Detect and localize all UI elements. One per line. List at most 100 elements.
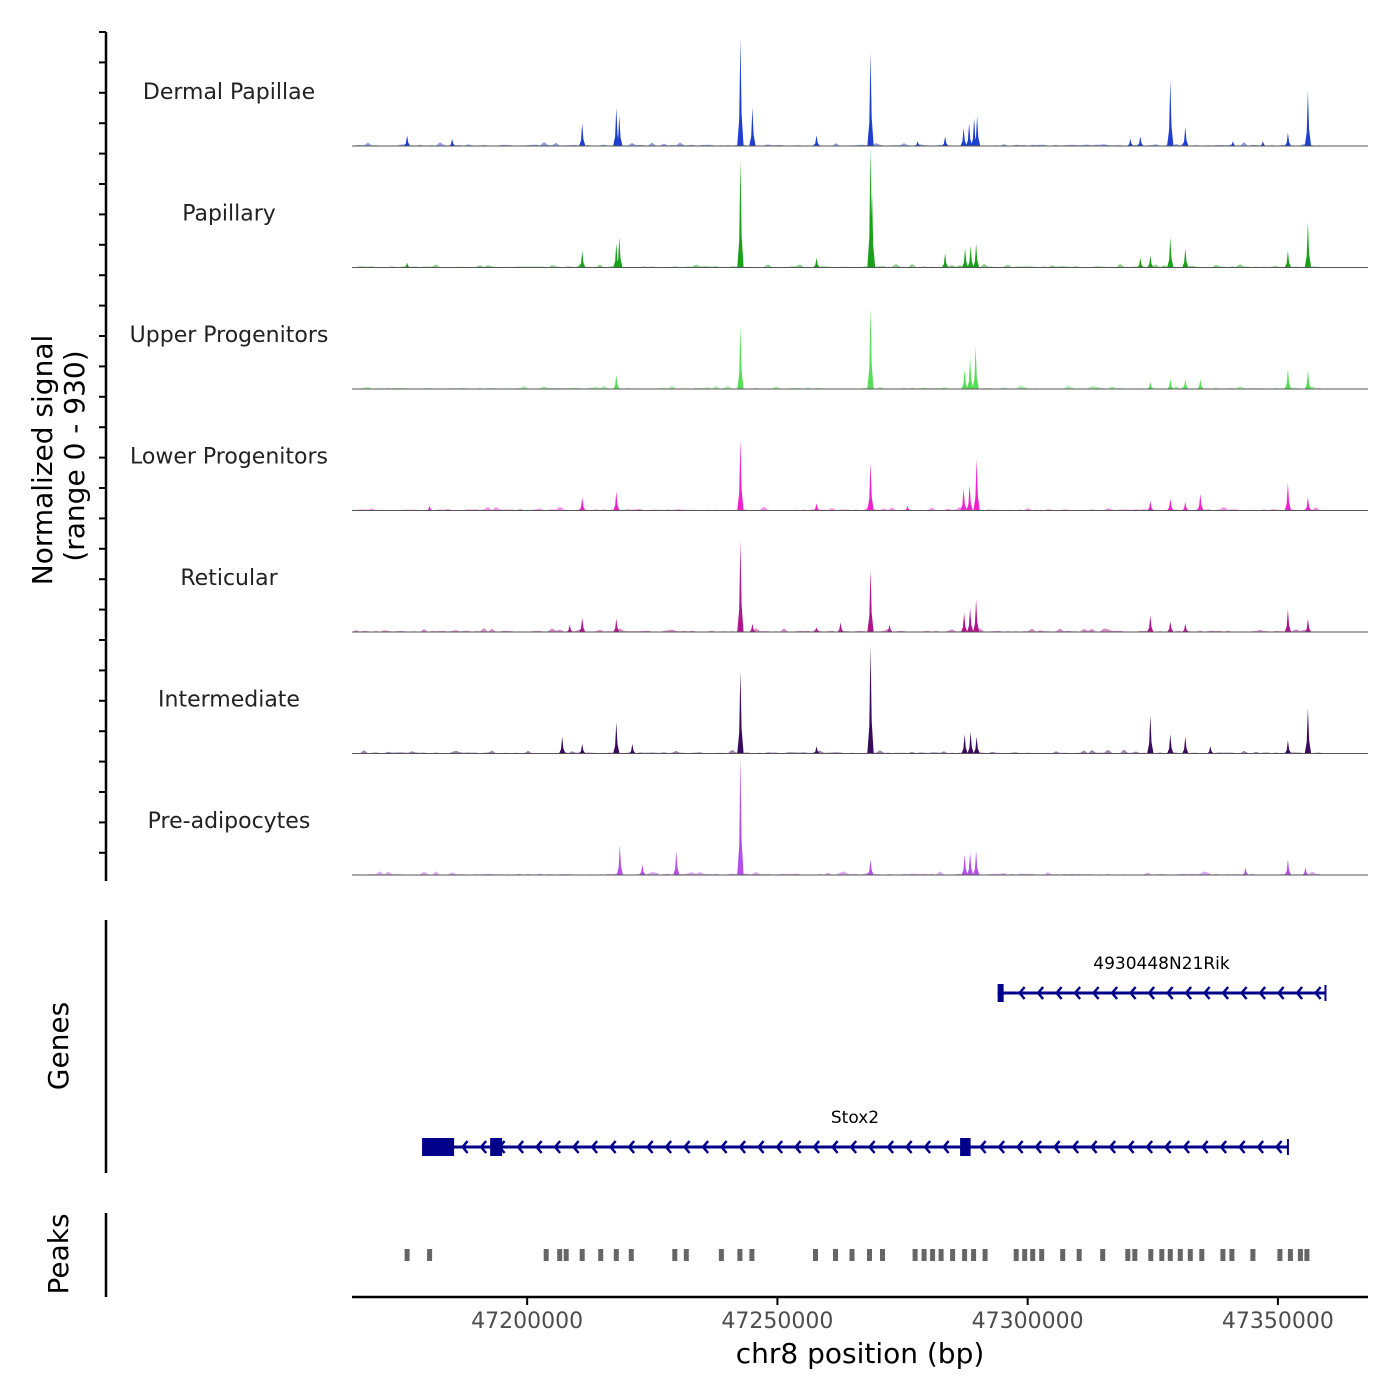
strand-arrow [812, 1140, 821, 1154]
track-label: Intermediate [158, 688, 300, 713]
strand-arrow [941, 1140, 950, 1154]
coverage-peak [1304, 369, 1312, 389]
coverage-peak [1167, 498, 1174, 511]
strand-arrow [1147, 986, 1156, 1000]
coverage-noise [352, 385, 1322, 389]
strand-arrow [1182, 1140, 1191, 1154]
coverage-peak [813, 257, 820, 268]
coverage-peak [867, 569, 874, 632]
strand-arrow [830, 1140, 839, 1154]
coverage-peak [1304, 618, 1312, 632]
coverage-track: Pre-adipocytes [148, 757, 1368, 876]
y-axis-range-label: (range 0 - 930) [58, 350, 91, 561]
coverage-peak [1182, 379, 1189, 389]
strand-arrow [867, 1140, 876, 1154]
coverage-peak [613, 107, 620, 146]
peak-region [613, 1249, 619, 1261]
peak-region [849, 1249, 855, 1261]
coverage-peak [1127, 138, 1134, 146]
strand-arrow [1108, 1140, 1117, 1154]
coverage-peak [403, 262, 411, 268]
strand-arrow [1034, 1140, 1043, 1154]
exon [490, 1138, 503, 1156]
coverage-peak [941, 253, 949, 268]
peak-region [1100, 1249, 1106, 1261]
peak-region [982, 1249, 988, 1261]
strand-arrow [1089, 1140, 1098, 1154]
strand-arrow [719, 1140, 728, 1154]
strand-arrow [1052, 1140, 1061, 1154]
peak-region [737, 1249, 743, 1261]
coverage-track: Dermal Papillae [143, 38, 1368, 147]
strand-arrow [664, 1140, 673, 1154]
peak-track: Peaks [42, 1213, 1310, 1297]
coverage-track: Papillary [182, 147, 1368, 268]
strand-arrow [978, 1140, 987, 1154]
strand-arrow [1313, 986, 1322, 1000]
coverage-peak [904, 505, 911, 511]
peak-region [563, 1249, 569, 1261]
coverage-peak [1207, 746, 1214, 754]
coverage-tracks: Dermal Papillae Papillary Upper Progenitor… [130, 38, 1368, 876]
coverage-peak [972, 347, 979, 389]
coverage-peak [579, 743, 586, 754]
peak-region [543, 1249, 549, 1261]
peak-region [1022, 1249, 1028, 1261]
exon [997, 984, 1004, 1002]
coverage-peak [559, 736, 566, 754]
peak-region [930, 1249, 936, 1261]
peak-region [1287, 1249, 1293, 1261]
peak-region [427, 1249, 433, 1261]
coverage-peak [749, 107, 756, 146]
peak-region [1229, 1249, 1235, 1261]
peak-region [1199, 1249, 1205, 1261]
coverage-peak [1147, 255, 1154, 268]
coverage-peak [867, 147, 874, 268]
peak-region [867, 1249, 872, 1261]
track-label: Papillary [182, 202, 276, 227]
coverage-peak [813, 627, 820, 632]
strand-arrow [1145, 1140, 1154, 1154]
strand-arrow [1184, 986, 1193, 1000]
strand-arrow [460, 1140, 469, 1154]
coverage-peak [579, 617, 586, 632]
coverage-peak [837, 622, 844, 632]
coverage-noise [352, 749, 1322, 754]
coverage-peak [970, 118, 978, 146]
coverage-peak [867, 462, 874, 511]
strand-arrow [1237, 1140, 1246, 1154]
strand-arrow [923, 1140, 932, 1154]
strand-arrow [1126, 1140, 1135, 1154]
peak-region [579, 1249, 585, 1261]
strand-arrow [738, 1140, 747, 1154]
strand-arrow [1276, 986, 1285, 1000]
strand-arrow [756, 1140, 765, 1154]
strand-arrow [608, 1140, 617, 1154]
strand-arrow [1110, 986, 1119, 1000]
coverage-peak [1137, 136, 1144, 146]
peak-region [1013, 1249, 1019, 1261]
coverage-peak [1167, 379, 1174, 389]
coverage-peak [673, 851, 680, 875]
strand-arrow [1256, 1140, 1265, 1154]
coverage-peak [1182, 126, 1189, 146]
coverage-peak [813, 503, 820, 511]
strand-arrow [997, 1140, 1006, 1154]
track-label: Dermal Papillae [143, 80, 315, 105]
coverage-peak [960, 128, 967, 146]
coverage-peak [1304, 221, 1312, 268]
coverage-peak [1137, 257, 1144, 268]
coverage-peak [972, 243, 980, 268]
coverage-peak [616, 116, 623, 146]
coverage-peak [1197, 493, 1204, 511]
coverage-peak [961, 734, 968, 754]
peak-region [718, 1249, 724, 1261]
peak-region [1177, 1249, 1183, 1261]
coverage-peak [1182, 248, 1189, 268]
strand-arrow [1295, 986, 1304, 1000]
coverage-peak [579, 497, 586, 511]
exon [960, 1138, 971, 1156]
peak-region [938, 1249, 944, 1261]
coverage-peak [737, 326, 744, 389]
